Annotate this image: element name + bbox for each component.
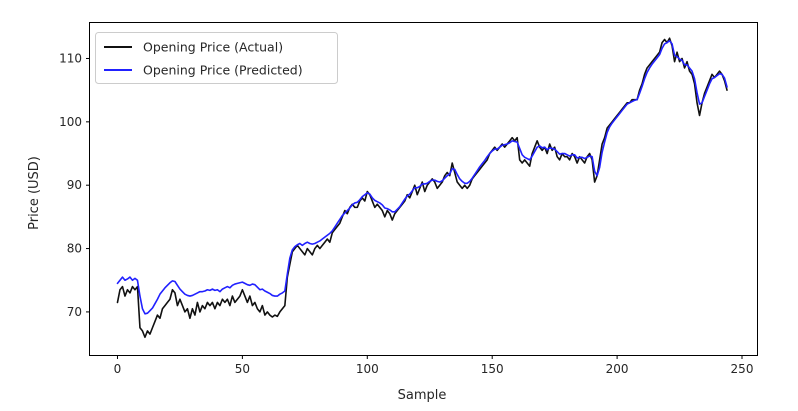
x-tick-label: 100	[356, 362, 379, 376]
x-tick-label: 200	[606, 362, 629, 376]
x-tick-label: 150	[481, 362, 504, 376]
x-axis-label: Sample	[398, 388, 447, 403]
x-tick-label: 0	[114, 362, 122, 376]
legend-box	[95, 32, 338, 84]
legend: Opening Price (Actual) Opening Price (Pr…	[95, 32, 338, 84]
x-axis-ticks: 0 50 100 150 200 250	[114, 355, 754, 376]
y-axis-ticks: 70 80 90 100 110	[59, 51, 90, 319]
x-tick-label: 50	[235, 362, 250, 376]
y-tick-label: 80	[67, 242, 82, 256]
y-tick-label: 90	[67, 178, 82, 192]
series-line-predicted	[116, 39, 728, 315]
series-layer	[116, 37, 728, 339]
y-axis-label: Price (USD)	[27, 156, 42, 230]
legend-label-actual: Opening Price (Actual)	[143, 40, 283, 55]
legend-label-predicted: Opening Price (Predicted)	[143, 63, 303, 78]
y-tick-label: 100	[59, 115, 82, 129]
x-tick-label: 250	[731, 362, 754, 376]
y-tick-label: 70	[67, 305, 82, 319]
y-tick-label: 110	[59, 51, 82, 65]
